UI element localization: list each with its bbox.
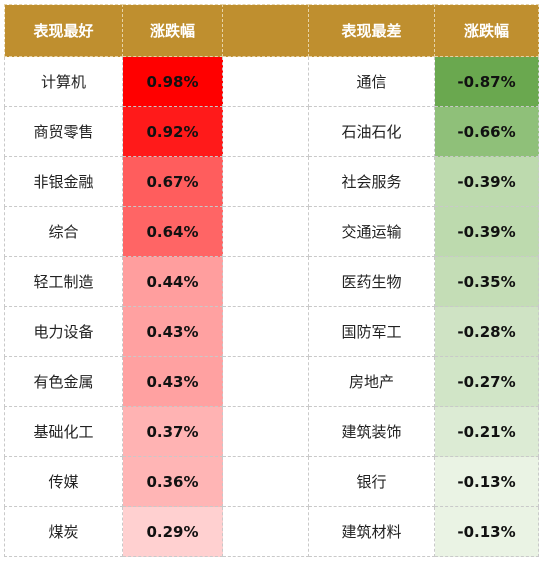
best-sector-change: 0.36%	[122, 456, 223, 507]
best-sector-name: 基础化工	[4, 406, 123, 457]
worst-sector-name: 通信	[308, 56, 435, 107]
best-sector-name: 电力设备	[4, 306, 123, 357]
best-sector-name: 有色金属	[4, 356, 123, 407]
table-row: 电力设备 0.43% 国防军工 -0.28%	[4, 306, 539, 357]
worst-sector-change: -0.87%	[434, 56, 539, 107]
table-row: 基础化工 0.37% 建筑装饰 -0.21%	[4, 406, 539, 457]
worst-change-header: 涨跌幅	[434, 4, 539, 57]
column-gap	[222, 306, 309, 357]
worst-sector-change: -0.28%	[434, 306, 539, 357]
best-sector-change: 0.37%	[122, 406, 223, 457]
worst-sector-name: 建筑材料	[308, 506, 435, 557]
worst-sector-change: -0.21%	[434, 406, 539, 457]
best-sector-change: 0.98%	[122, 56, 223, 107]
best-sector-change: 0.64%	[122, 206, 223, 257]
worst-sector-name: 医药生物	[308, 256, 435, 307]
best-performers-header: 表现最好	[4, 4, 123, 57]
worst-sector-change: -0.13%	[434, 456, 539, 507]
worst-sector-name: 交通运输	[308, 206, 435, 257]
column-gap	[222, 206, 309, 257]
column-gap	[222, 406, 309, 457]
column-gap	[222, 256, 309, 307]
best-sector-change: 0.29%	[122, 506, 223, 557]
column-gap	[222, 56, 309, 107]
worst-sector-change: -0.66%	[434, 106, 539, 157]
performance-table-container: 表现最好 涨跌幅 表现最差 涨跌幅 计算机 0.98% 通信 -0.87% 商贸零售 0.…	[4, 4, 539, 559]
best-sector-name: 轻工制造	[4, 256, 123, 307]
worst-sector-name: 房地产	[308, 356, 435, 407]
table-row: 计算机 0.98% 通信 -0.87%	[4, 56, 539, 107]
table-row: 有色金属 0.43% 房地产 -0.27%	[4, 356, 539, 407]
worst-sector-name: 国防军工	[308, 306, 435, 357]
worst-sector-change: -0.39%	[434, 206, 539, 257]
column-gap	[222, 506, 309, 557]
column-gap	[222, 456, 309, 507]
worst-sector-change: -0.27%	[434, 356, 539, 407]
worst-sector-name: 石油石化	[308, 106, 435, 157]
column-gap	[222, 106, 309, 157]
best-sector-change: 0.44%	[122, 256, 223, 307]
best-sector-name: 非银金融	[4, 156, 123, 207]
best-sector-change: 0.43%	[122, 356, 223, 407]
best-sector-name: 综合	[4, 206, 123, 257]
worst-sector-change: -0.35%	[434, 256, 539, 307]
header-gap	[222, 4, 309, 57]
column-gap	[222, 156, 309, 207]
best-sector-name: 商贸零售	[4, 106, 123, 157]
best-sector-name: 传媒	[4, 456, 123, 507]
best-sector-change: 0.43%	[122, 306, 223, 357]
table-body: 计算机 0.98% 通信 -0.87% 商贸零售 0.92% 石油石化 -0.66% 非银金融 0…	[4, 56, 539, 557]
worst-sector-name: 建筑装饰	[308, 406, 435, 457]
table-header-row: 表现最好 涨跌幅 表现最差 涨跌幅	[4, 4, 539, 57]
best-sector-name: 煤炭	[4, 506, 123, 557]
best-change-header: 涨跌幅	[122, 4, 223, 57]
best-sector-change: 0.67%	[122, 156, 223, 207]
sector-performance-table: 表现最好 涨跌幅 表现最差 涨跌幅 计算机 0.98% 通信 -0.87% 商贸零售 0.…	[4, 4, 539, 557]
best-sector-name: 计算机	[4, 56, 123, 107]
table-row: 传媒 0.36% 银行 -0.13%	[4, 456, 539, 507]
worst-sector-name: 银行	[308, 456, 435, 507]
best-sector-change: 0.92%	[122, 106, 223, 157]
table-row: 商贸零售 0.92% 石油石化 -0.66%	[4, 106, 539, 157]
worst-performers-header: 表现最差	[308, 4, 435, 57]
worst-sector-change: -0.13%	[434, 506, 539, 557]
column-gap	[222, 356, 309, 407]
worst-sector-change: -0.39%	[434, 156, 539, 207]
table-row: 煤炭 0.29% 建筑材料 -0.13%	[4, 506, 539, 557]
table-row: 非银金融 0.67% 社会服务 -0.39%	[4, 156, 539, 207]
worst-sector-name: 社会服务	[308, 156, 435, 207]
table-row: 轻工制造 0.44% 医药生物 -0.35%	[4, 256, 539, 307]
table-row: 综合 0.64% 交通运输 -0.39%	[4, 206, 539, 257]
